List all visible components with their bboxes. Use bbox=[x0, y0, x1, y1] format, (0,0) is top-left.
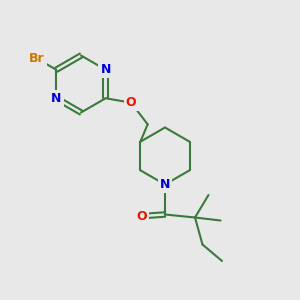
Text: O: O bbox=[136, 209, 147, 223]
Text: Br: Br bbox=[29, 52, 45, 65]
Text: N: N bbox=[160, 178, 170, 191]
Text: N: N bbox=[51, 92, 62, 105]
Text: N: N bbox=[100, 63, 111, 76]
Text: O: O bbox=[126, 96, 136, 109]
